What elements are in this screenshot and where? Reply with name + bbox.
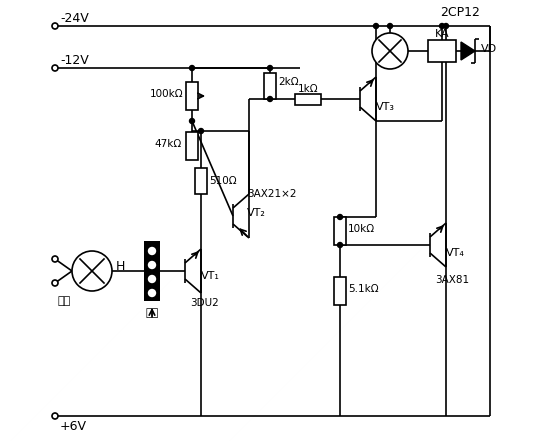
Bar xyxy=(186,132,198,160)
Text: 5.1kΩ: 5.1kΩ xyxy=(348,284,379,294)
Text: VT₂: VT₂ xyxy=(247,208,266,218)
Circle shape xyxy=(52,413,58,419)
Bar xyxy=(195,168,207,194)
Circle shape xyxy=(267,97,273,101)
Text: +6V: +6V xyxy=(60,419,87,433)
Text: 3AX81: 3AX81 xyxy=(435,275,469,285)
Circle shape xyxy=(52,256,58,262)
Circle shape xyxy=(338,214,342,220)
Text: 1kΩ: 1kΩ xyxy=(298,84,318,94)
Text: VT₁: VT₁ xyxy=(201,271,220,281)
Text: 10kΩ: 10kΩ xyxy=(348,224,375,234)
Circle shape xyxy=(189,119,195,123)
Circle shape xyxy=(148,289,155,296)
Text: 2kΩ: 2kΩ xyxy=(278,77,299,87)
Text: 510Ω: 510Ω xyxy=(209,176,236,186)
Circle shape xyxy=(373,23,379,29)
Circle shape xyxy=(199,128,203,134)
Bar xyxy=(186,82,198,110)
Bar xyxy=(264,73,276,99)
Text: VD: VD xyxy=(481,44,497,54)
Text: 2CP12: 2CP12 xyxy=(440,5,480,19)
Circle shape xyxy=(148,247,155,254)
Text: 纸带: 纸带 xyxy=(146,308,159,318)
Circle shape xyxy=(72,251,112,291)
Circle shape xyxy=(444,23,448,29)
Circle shape xyxy=(372,33,408,69)
Text: VT₄: VT₄ xyxy=(446,248,465,258)
Text: 3AX21×2: 3AX21×2 xyxy=(247,189,296,199)
Circle shape xyxy=(52,65,58,71)
Bar xyxy=(295,93,321,105)
Text: KA: KA xyxy=(434,29,450,39)
Text: VT₃: VT₃ xyxy=(376,102,395,112)
Circle shape xyxy=(338,243,342,247)
Text: -24V: -24V xyxy=(60,11,89,25)
Circle shape xyxy=(52,280,58,286)
Text: 100kΩ: 100kΩ xyxy=(150,89,183,99)
Polygon shape xyxy=(461,42,475,60)
Circle shape xyxy=(189,66,195,71)
Text: 3DU2: 3DU2 xyxy=(190,298,219,308)
Circle shape xyxy=(439,23,445,29)
Text: H: H xyxy=(116,259,126,273)
Circle shape xyxy=(148,262,155,269)
Bar xyxy=(334,277,346,305)
Text: 47kΩ: 47kΩ xyxy=(154,139,181,149)
Bar xyxy=(334,217,346,245)
Circle shape xyxy=(267,66,273,71)
Bar xyxy=(428,40,456,62)
Text: 光源: 光源 xyxy=(57,296,71,306)
Circle shape xyxy=(387,23,393,29)
Text: -12V: -12V xyxy=(60,53,89,67)
Circle shape xyxy=(52,23,58,29)
Bar xyxy=(144,241,160,301)
Circle shape xyxy=(148,276,155,283)
